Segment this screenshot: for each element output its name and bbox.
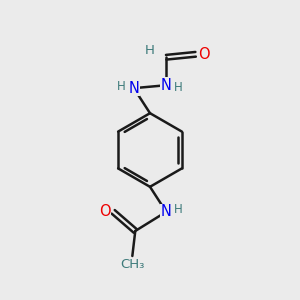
Text: H: H: [117, 80, 126, 93]
Text: N: N: [128, 81, 139, 96]
Text: H: H: [145, 44, 155, 57]
Text: O: O: [99, 204, 111, 219]
Text: H: H: [174, 203, 183, 216]
Text: N: N: [161, 78, 172, 93]
Text: CH₃: CH₃: [120, 258, 145, 271]
Text: H: H: [174, 81, 182, 94]
Text: O: O: [198, 47, 210, 62]
Text: N: N: [161, 204, 172, 219]
